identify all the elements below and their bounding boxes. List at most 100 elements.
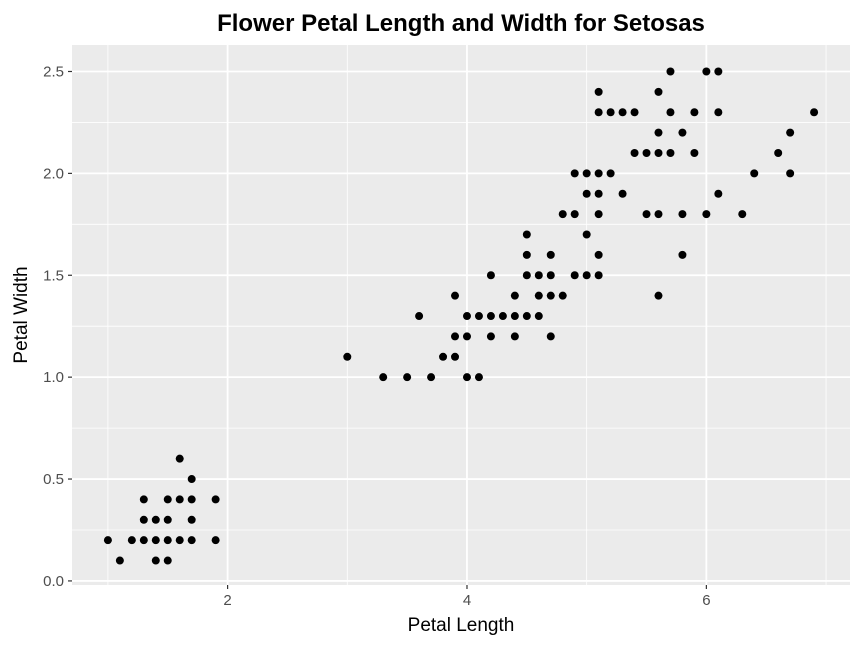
data-point — [187, 495, 196, 504]
data-point — [462, 332, 471, 341]
data-point — [139, 495, 148, 504]
data-point — [786, 169, 795, 178]
data-point — [451, 291, 460, 300]
data-point — [618, 108, 627, 117]
data-point — [558, 291, 567, 300]
data-point — [534, 271, 543, 280]
data-point — [462, 373, 471, 382]
data-point — [594, 250, 603, 259]
data-point — [534, 291, 543, 300]
data-point — [486, 332, 495, 341]
data-point — [810, 108, 819, 117]
data-point — [558, 210, 567, 219]
data-point — [594, 271, 603, 280]
data-point — [582, 189, 591, 198]
data-point — [403, 373, 412, 382]
data-point — [594, 189, 603, 198]
data-point — [546, 250, 555, 259]
data-point — [522, 271, 531, 280]
data-point — [606, 108, 615, 117]
data-point — [163, 556, 172, 565]
data-point — [642, 149, 651, 157]
data-point — [654, 291, 663, 300]
data-point — [582, 169, 591, 178]
data-point — [570, 169, 579, 178]
data-point — [678, 128, 687, 137]
data-point — [618, 189, 627, 198]
y-tick-label: 0.5 — [43, 471, 64, 488]
data-point — [534, 312, 543, 321]
data-point — [379, 373, 388, 382]
data-point — [630, 108, 639, 117]
data-point — [115, 556, 124, 565]
chart-title: Flower Petal Length and Width for Setosa… — [217, 10, 705, 37]
y-tick-label: 1.5 — [43, 267, 64, 284]
data-point — [522, 230, 531, 239]
data-point — [187, 475, 196, 484]
data-point — [486, 312, 495, 321]
data-point — [594, 210, 603, 219]
data-point — [127, 536, 136, 545]
x-tick-label: 2 — [223, 592, 231, 609]
data-point — [786, 128, 795, 137]
data-points — [103, 67, 819, 565]
data-point — [486, 271, 495, 280]
data-point — [606, 169, 615, 178]
data-point — [594, 87, 603, 96]
data-point — [474, 373, 483, 382]
y-tick-label: 0.0 — [43, 573, 64, 590]
data-point — [546, 291, 555, 300]
data-point — [474, 312, 483, 321]
data-point — [594, 108, 603, 117]
data-point — [211, 495, 220, 504]
y-axis-ticks: 0.0 0.5 1.0 1.5 2.0 2.5 — [43, 63, 72, 590]
data-point — [522, 250, 531, 259]
data-point — [439, 352, 448, 361]
data-point — [427, 373, 436, 382]
data-point — [678, 210, 687, 219]
data-point — [666, 149, 675, 157]
data-point — [642, 210, 651, 219]
data-point — [510, 291, 519, 300]
data-point — [654, 149, 663, 157]
data-point — [738, 210, 747, 219]
data-point — [103, 536, 112, 545]
data-point — [151, 536, 160, 545]
y-tick-label: 2.5 — [43, 63, 64, 80]
y-tick-label: 1.0 — [43, 369, 64, 386]
data-point — [510, 332, 519, 341]
data-point — [666, 67, 675, 76]
data-point — [594, 169, 603, 178]
data-point — [211, 536, 220, 545]
data-point — [139, 515, 148, 524]
data-point — [714, 189, 723, 198]
data-point — [415, 312, 424, 321]
data-point — [774, 149, 783, 157]
data-point — [163, 495, 172, 504]
data-point — [139, 536, 148, 545]
data-point — [163, 536, 172, 545]
data-point — [187, 536, 196, 545]
data-point — [654, 128, 663, 137]
data-point — [546, 332, 555, 341]
data-point — [678, 250, 687, 259]
plot-panel — [72, 45, 850, 585]
data-point — [510, 312, 519, 321]
data-point — [750, 169, 759, 178]
y-axis-title: Petal Width — [11, 266, 32, 363]
data-point — [175, 454, 184, 463]
data-point — [702, 210, 711, 219]
data-point — [163, 515, 172, 524]
data-point — [343, 352, 352, 361]
data-point — [702, 67, 711, 76]
data-point — [630, 149, 639, 157]
data-point — [714, 67, 723, 76]
data-point — [714, 108, 723, 117]
data-point — [570, 271, 579, 280]
data-point — [451, 332, 460, 341]
data-point — [175, 495, 184, 504]
data-point — [666, 108, 675, 117]
data-point — [570, 210, 579, 219]
data-point — [187, 515, 196, 524]
